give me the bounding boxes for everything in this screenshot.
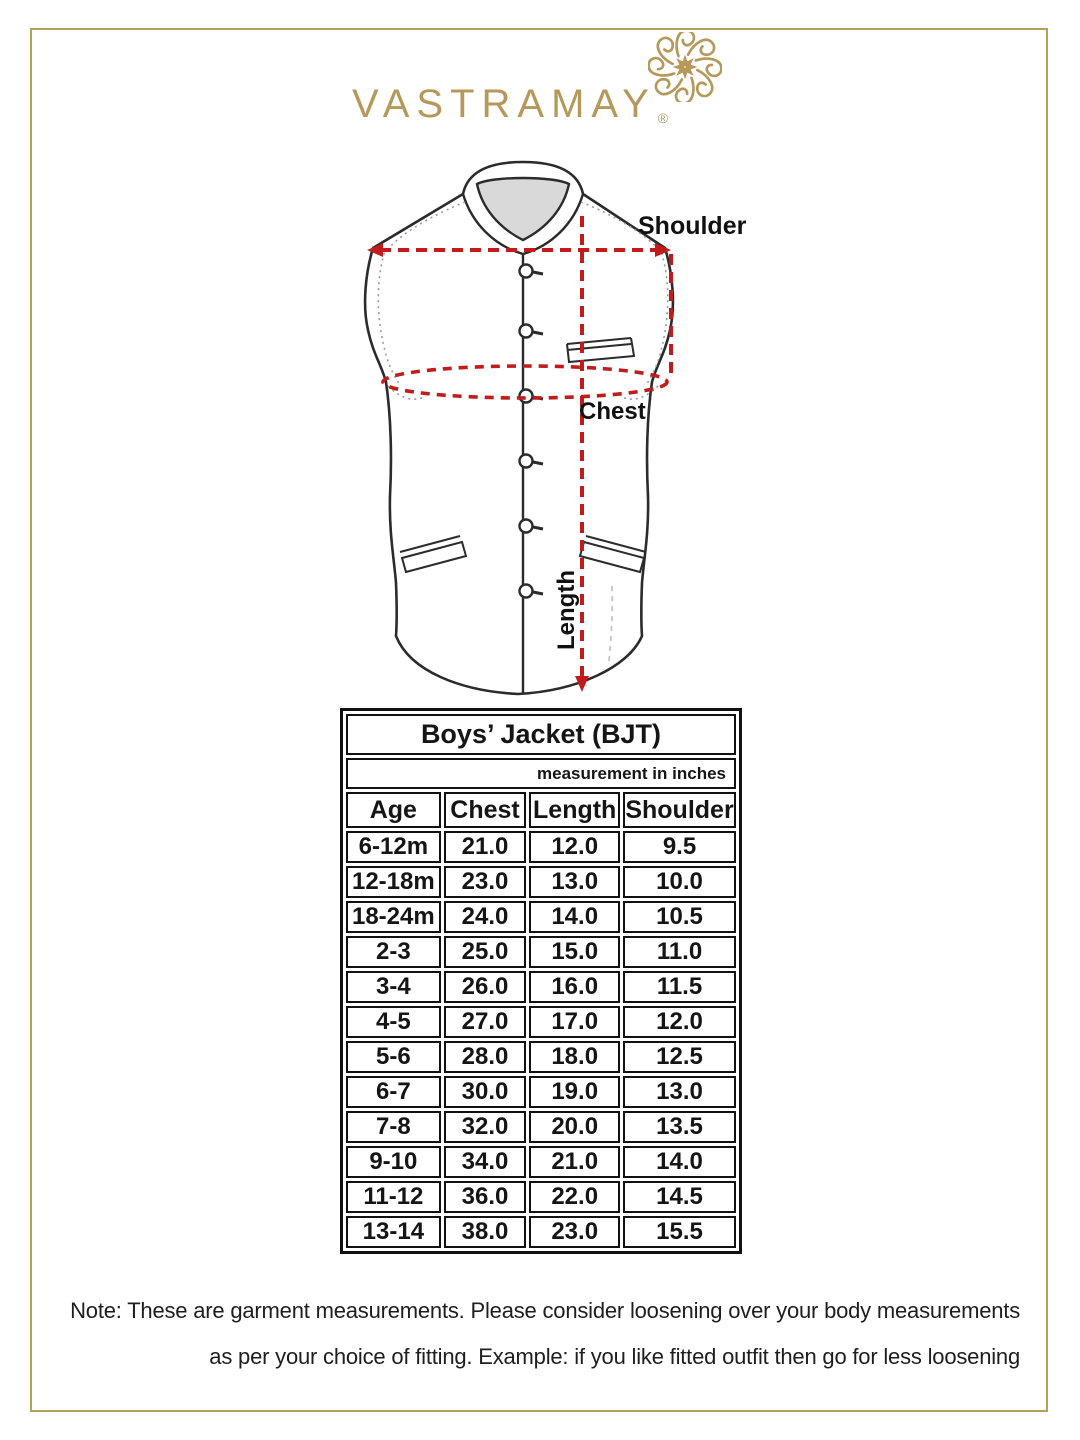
size-cell: 19.0 <box>529 1076 621 1108</box>
size-cell: 4-5 <box>346 1006 441 1038</box>
hip-pockets <box>399 535 647 574</box>
size-cell: 16.0 <box>529 971 621 1003</box>
size-cell: 14.0 <box>529 901 621 933</box>
size-rows: 6-12m 21.0 12.0 9.5 12-18m 23.0 13.0 10.0 18-24m… <box>346 831 736 1248</box>
size-chart: Boys’ Jacket (BJT) measurement in inches… <box>340 708 742 1254</box>
size-cell: 12.0 <box>623 1006 736 1038</box>
size-cell: 15.5 <box>623 1216 736 1248</box>
size-cell: 21.0 <box>529 1146 621 1178</box>
table-row: 5-6 28.0 18.0 12.5 <box>346 1041 736 1073</box>
table-row: 12-18m 23.0 13.0 10.0 <box>346 866 736 898</box>
size-cell: 2-3 <box>346 936 441 968</box>
size-cell: 6-7 <box>346 1076 441 1108</box>
column-header: Age <box>346 792 441 828</box>
size-cell: 26.0 <box>443 971 527 1003</box>
measurement-note: Note: These are garment measurements. Pl… <box>36 1288 1020 1380</box>
size-cell: 32.0 <box>443 1111 527 1143</box>
table-row: 18-24m 24.0 14.0 10.5 <box>346 901 736 933</box>
brand-emblem-icon <box>648 32 722 102</box>
table-title: Boys’ Jacket (BJT) <box>346 714 736 755</box>
size-cell: 11.5 <box>623 971 736 1003</box>
column-header: Chest <box>443 792 527 828</box>
header-row: Age Chest Length Shoulder <box>346 792 736 828</box>
size-cell: 12.5 <box>623 1041 736 1073</box>
size-cell: 13.0 <box>529 866 621 898</box>
size-cell: 12-18m <box>346 866 441 898</box>
table-row: 11-12 36.0 22.0 14.5 <box>346 1181 736 1213</box>
table-row: 4-5 27.0 17.0 12.0 <box>346 1006 736 1038</box>
length-label: Length <box>553 570 580 650</box>
size-cell: 3-4 <box>346 971 441 1003</box>
size-cell: 20.0 <box>529 1111 621 1143</box>
jacket-measurement-diagram: Shoulder Chest Length <box>363 160 747 696</box>
size-cell: 38.0 <box>443 1216 527 1248</box>
size-cell: 9-10 <box>346 1146 441 1178</box>
size-cell: 21.0 <box>443 831 527 863</box>
size-cell: 25.0 <box>443 936 527 968</box>
size-cell: 13-14 <box>346 1216 441 1248</box>
brand-name: VASTRAMAY <box>352 82 656 126</box>
measurement-lines <box>367 216 673 692</box>
table-row: 2-3 25.0 15.0 11.0 <box>346 936 736 968</box>
size-cell: 18.0 <box>529 1041 621 1073</box>
chest-label: Chest <box>579 398 646 425</box>
size-cell: 14.0 <box>623 1146 736 1178</box>
size-cell: 10.0 <box>623 866 736 898</box>
table-row: 6-12m 21.0 12.0 9.5 <box>346 831 736 863</box>
size-cell: 23.0 <box>443 866 527 898</box>
brand-logo: VASTRAMAY ® <box>352 82 668 127</box>
size-cell: 30.0 <box>443 1076 527 1108</box>
table-row: 6-7 30.0 19.0 13.0 <box>346 1076 736 1108</box>
registered-trademark: ® <box>657 110 669 126</box>
size-cell: 28.0 <box>443 1041 527 1073</box>
shoulder-label: Shoulder <box>638 212 747 240</box>
size-cell: 18-24m <box>346 901 441 933</box>
size-cell: 22.0 <box>529 1181 621 1213</box>
breast-pocket <box>566 337 636 364</box>
table-row: 3-4 26.0 16.0 11.5 <box>346 971 736 1003</box>
size-cell: 13.5 <box>623 1111 736 1143</box>
note-line-1: Note: These are garment measurements. Pl… <box>70 1298 1020 1323</box>
size-cell: 17.0 <box>529 1006 621 1038</box>
column-header: Shoulder <box>623 792 736 828</box>
size-cell: 27.0 <box>443 1006 527 1038</box>
column-header: Length <box>529 792 621 828</box>
table-row: 13-14 38.0 23.0 15.5 <box>346 1216 736 1248</box>
note-line-2: as per your choice of fitting. Example: … <box>209 1344 1020 1369</box>
unit-note: measurement in inches <box>346 758 736 789</box>
size-cell: 14.5 <box>623 1181 736 1213</box>
size-cell: 15.0 <box>529 936 621 968</box>
size-cell: 9.5 <box>623 831 736 863</box>
size-table: Boys’ Jacket (BJT) measurement in inches… <box>340 708 742 1254</box>
jacket-outline-drawing <box>363 160 675 696</box>
size-cell: 34.0 <box>443 1146 527 1178</box>
size-cell: 6-12m <box>346 831 441 863</box>
table-row: 9-10 34.0 21.0 14.0 <box>346 1146 736 1178</box>
size-cell: 24.0 <box>443 901 527 933</box>
table-row: 7-8 32.0 20.0 13.5 <box>346 1111 736 1143</box>
size-cell: 11-12 <box>346 1181 441 1213</box>
size-cell: 10.5 <box>623 901 736 933</box>
size-cell: 13.0 <box>623 1076 736 1108</box>
size-cell: 7-8 <box>346 1111 441 1143</box>
size-cell: 5-6 <box>346 1041 441 1073</box>
size-cell: 36.0 <box>443 1181 527 1213</box>
size-cell: 11.0 <box>623 936 736 968</box>
size-cell: 12.0 <box>529 831 621 863</box>
size-cell: 23.0 <box>529 1216 621 1248</box>
